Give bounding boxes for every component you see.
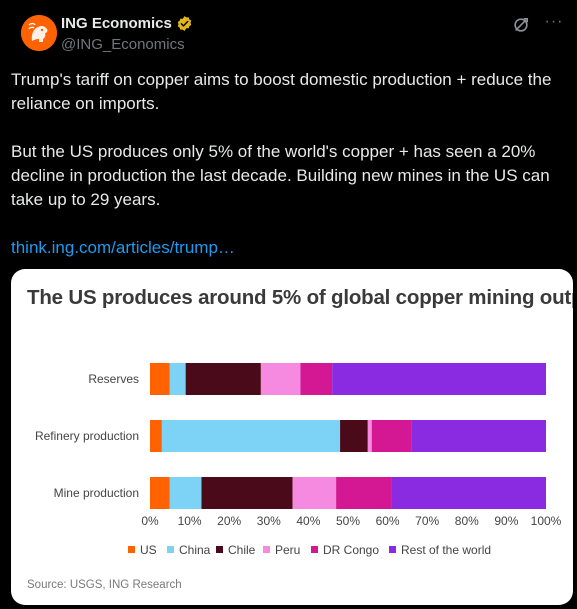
tweet-body: Trump's tariff on copper aims to boost d…	[11, 68, 571, 260]
bar-segment	[185, 363, 261, 395]
bar-segment	[260, 363, 301, 395]
more-options-button[interactable]: ···	[544, 13, 564, 30]
x-tick-label: 90%	[494, 514, 518, 528]
verified-badge-icon	[176, 15, 193, 32]
author-display-name[interactable]: ING Economics	[61, 15, 172, 32]
article-link[interactable]: think.ing.com/articles/trump…	[11, 238, 235, 257]
category-label: Refinery production	[35, 429, 139, 443]
x-tick-label: 20%	[217, 514, 241, 528]
avatar[interactable]	[21, 15, 57, 51]
legend-label: Chile	[228, 543, 256, 557]
stacked-bar-chart: Reserves Refinery production Mine producti…	[35, 363, 562, 557]
bar-segment	[367, 420, 372, 452]
legend-label: Peru	[275, 543, 300, 557]
x-tick-label: 60%	[376, 514, 400, 528]
x-tick-label: 0%	[141, 514, 159, 528]
bar-segment	[340, 420, 368, 452]
bar-segment	[411, 420, 546, 452]
author-handle[interactable]: @ING_Economics	[61, 36, 185, 53]
legend-label: Rest of the world	[401, 543, 491, 557]
bar-segment	[201, 477, 293, 509]
tweet-paragraph: Trump's tariff on copper aims to boost d…	[11, 70, 552, 113]
grok-icon[interactable]	[512, 16, 530, 34]
x-tick-label: 80%	[455, 514, 479, 528]
bar-segment	[150, 477, 170, 509]
category-label: Reserves	[88, 372, 139, 386]
legend-swatch	[167, 546, 174, 553]
bar-segment	[169, 363, 186, 395]
legend-swatch	[389, 546, 396, 553]
legend-label: China	[179, 543, 211, 557]
x-tick-label: 100%	[531, 514, 562, 528]
ing-lion-logo-icon	[21, 15, 57, 51]
x-tick-label: 70%	[415, 514, 439, 528]
chart-source: Source: USGS, ING Research	[27, 579, 182, 591]
tweet-paragraph: But the US produces only 5% of the world…	[11, 142, 550, 209]
bar-segment	[161, 420, 341, 452]
legend-swatch	[216, 546, 223, 553]
x-tick-label: 50%	[336, 514, 360, 528]
bar-segment	[169, 477, 202, 509]
bar-segment	[150, 363, 170, 395]
bar-segment	[292, 477, 337, 509]
bar-segment	[150, 420, 162, 452]
legend-label: DR Congo	[323, 543, 379, 557]
x-tick-label: 10%	[178, 514, 202, 528]
legend-swatch	[263, 546, 270, 553]
chart-title: The US produces around 5% of global copp…	[27, 286, 573, 309]
bar-segment	[300, 363, 333, 395]
tweet-header: ING Economics @ING_Economics ···	[11, 11, 566, 55]
bar-segment	[391, 477, 546, 509]
legend-swatch	[311, 546, 318, 553]
bar-segment	[336, 477, 392, 509]
x-tick-label: 40%	[296, 514, 320, 528]
category-label: Mine production	[54, 486, 139, 500]
legend-swatch	[128, 546, 135, 553]
tweet-media-image[interactable]: The US produces around 5% of global copp…	[11, 269, 573, 605]
x-tick-label: 30%	[257, 514, 281, 528]
bar-segment	[332, 363, 546, 395]
legend-label: US	[140, 543, 157, 557]
bar-segment	[371, 420, 412, 452]
